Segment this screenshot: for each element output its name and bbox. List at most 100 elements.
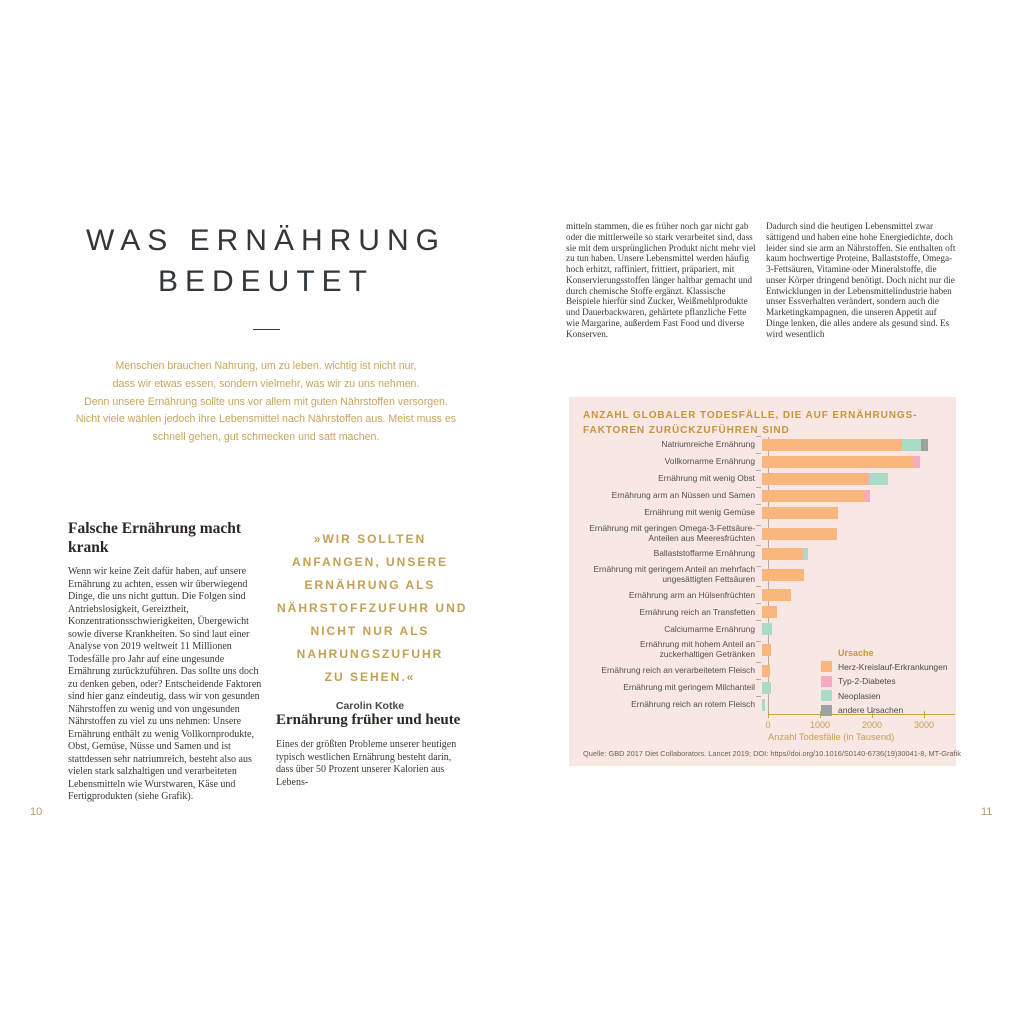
quote-author: Carolin Kotke [335,700,405,712]
bar-segment-Typ-2-Diabetes [867,473,870,485]
chart-row-label-line: Ernährung reich an verarbeitetem Fleisch [601,664,755,675]
legend-item: andere Ursachen [821,704,948,716]
x-tick-label: 0 [765,720,771,730]
legend-items: Herz-Kreislauf-Erkrankungen Typ-2-Diabete… [821,661,948,716]
chart-row-bars [756,678,944,694]
chart-row-bars [756,436,944,451]
chart-row-label-line: Natriumreiche Ernährung [661,439,755,450]
body-column-2: Dadurch sind die heutigen Lebensmittel z… [766,221,956,339]
chart-row-label-line: Ernährung arm an Hülsenfrüchten [628,589,755,600]
x-tick-label: 3000 [913,720,935,730]
chart-row-label-line: ungesättigten Fettsäuren [662,573,755,584]
chart-row-label-line: Ernährung mit hohem Anteil an [640,639,755,650]
chart-row: Vollkornarme Ernährung [569,453,956,468]
article-heading: Falsche Ernährung macht krank [68,520,242,556]
title-divider [68,317,464,335]
chart-row-label: Natriumreiche Ernährung [569,440,762,450]
quote-line: ZU SEHEN.« [324,670,416,684]
bar-segment-Herz-Kreislauf-Erkrankungen [762,439,903,451]
intro-line: dass wir etwas essen, sondern vielmehr, … [112,377,420,390]
chart-row-bars [756,545,944,561]
chart-row-label-line: Ernährung reich an Transfetten [639,606,755,617]
chart-row-label: Ballaststoffarme Ernährung [569,549,762,559]
bar-segment-Herz-Kreislauf-Erkrankungen [762,643,771,656]
bar-segment-Neoplasien [803,548,808,561]
chart-row-bars [756,695,944,711]
chart-title-line2: FAKTOREN ZURÜCKZUFÜHREN SIND [583,424,790,436]
x-tick-label: 2000 [861,720,883,730]
chart-row: Ernährung mit wenig Obst [569,470,956,485]
chart-row-label: Calciumarme Ernährung [569,624,762,635]
chart-row: Ernährung mit geringen Omega-3-Fettsäure… [569,523,956,543]
chart-row-bars [756,603,944,619]
chart-row-label: Ernährung mit geringem Milchanteil [569,681,762,693]
chart-row: Ernährung mit geringem Anteil an mehrfac… [569,565,956,584]
chart-row-bars [756,565,944,581]
chart-row-label-line: Ballaststoffarme Ernährung [653,548,755,559]
quote-line: ERNÄHRUNG ALS [304,578,436,592]
x-axis-line [768,714,955,715]
bar-segment-Neoplasien [762,681,772,694]
article-body: Wenn wir keine Zeit dafür haben, auf uns… [68,566,262,802]
chart-row: Ernährung reich an verarbeitetem Fleisch [569,661,956,677]
intro-text: Menschen brauchen Nahrung, um zu leben. … [56,358,476,447]
chart-row-label: Ernährung mit geringen Omega-3-Fettsäure… [569,523,762,543]
chart-legend: Ursache Herz-Kreislauf-Erkrankungen Typ-2… [821,648,948,719]
chart-row-label: Ernährung mit wenig Obst [569,474,762,484]
legend-item: Typ-2-Diabetes [821,675,948,687]
chart-row-label: Vollkornarme Ernährung [569,457,762,467]
bar-segment-Neoplasien [762,698,765,711]
chart-row-label: Ernährung reich an verarbeitetem Fleisch [569,664,762,676]
chart-row-bars [756,504,944,519]
quote-text: »WIR SOLLTEN ANFANGEN, UNSERE ERNÄHRUNG AL… [277,528,468,689]
page-number-left: 10 [30,806,43,818]
legend-item: Neoplasien [821,690,948,701]
x-tick-mark [872,711,873,718]
x-tick-mark [924,711,925,718]
chart-row-label-line: Ernährung mit geringem Milchanteil [623,681,755,692]
bar-segment-Herz-Kreislauf-Erkrankungen [762,568,804,581]
chart-row: Ballaststoffarme Ernährung [569,545,956,561]
quote-line: NÄHRSTOFFZUFUHR UND [277,601,468,615]
bar-segment-Herz-Kreislauf-Erkrankungen [762,490,866,502]
bar-segment-Herz-Kreislauf-Erkrankungen [762,589,791,602]
legend-label: andere Ursachen [838,705,904,715]
bar-segment-Herz-Kreislauf-Erkrankungen [762,664,770,677]
chart-row-bars [756,470,944,485]
legend-swatch [821,661,832,672]
article-ernaehrung-frueher: Ernährung früher und heute Eines der grö… [276,711,468,789]
bar-segment-andere Ursachen [921,439,928,451]
chart-row-bars [756,487,944,502]
chart-row-label-line: zuckerhaltigen Getränken [659,648,755,659]
chart-row-label-line: Ernährung reich an rotem Fleisch [631,698,755,709]
article-falsche-ernaehrung: Falsche Ernährung macht krank Wenn wir k… [68,519,262,804]
bar-segment-Typ-2-Diabetes [912,456,921,468]
chart-source: Quelle: GBD 2017 Diet Collaborators. Lan… [583,749,961,758]
bar-segment-Herz-Kreislauf-Erkrankungen [762,527,837,540]
chart-row-label: Ernährung arm an Hülsenfrüchten [569,589,762,601]
chart-row-label-line: Ernährung mit geringen Omega-3-Fettsäure… [589,523,755,533]
bar-segment-Neoplasien [762,623,773,636]
bar-segment-Herz-Kreislauf-Erkrankungen [762,473,868,485]
x-axis-label: Anzahl Todesfälle (in Tausend) [768,732,895,742]
intro-line: Menschen brauchen Nahrung, um zu leben. … [115,360,417,372]
article-body: Eines der größten Probleme unserer heuti… [276,739,457,788]
body-column-1: mitteln stammen, die es früher noch gar … [566,221,756,339]
page-title-line2: BEDEUTET [157,265,375,298]
bar-segment-Neoplasien [902,439,922,451]
legend-label: Typ-2-Diabetes [838,676,896,686]
chart-row-label: Ernährung arm an Nüssen und Samen [569,491,762,501]
chart-row-label: Ernährung mit geringem Anteil an mehrfac… [569,565,762,584]
chart-row: Ernährung mit wenig Gemüse [569,504,956,519]
chart-row-label: Ernährung reich an rotem Fleisch [569,698,762,710]
bar-segment-Herz-Kreislauf-Erkrankungen [762,507,838,519]
chart-row-bars [756,524,944,540]
divider-rule [252,329,280,330]
chart-deaths-by-diet-factors: ANZAHL GLOBALER TODESFÄLLE, DIE AUF ERNÄ… [569,397,961,766]
chart-row: Natriumreiche Ernährung [569,436,956,451]
pull-quote: »WIR SOLLTEN ANFANGEN, UNSERE ERNÄHRUNG AL… [277,528,468,712]
legend-item: Herz-Kreislauf-Erkrankungen [821,661,948,672]
quote-line: NAHRUNGSZUFUHR [296,647,444,661]
chart-row-label: Ernährung reich an Transfetten [569,606,762,618]
bar-segment-Herz-Kreislauf-Erkrankungen [762,456,913,468]
